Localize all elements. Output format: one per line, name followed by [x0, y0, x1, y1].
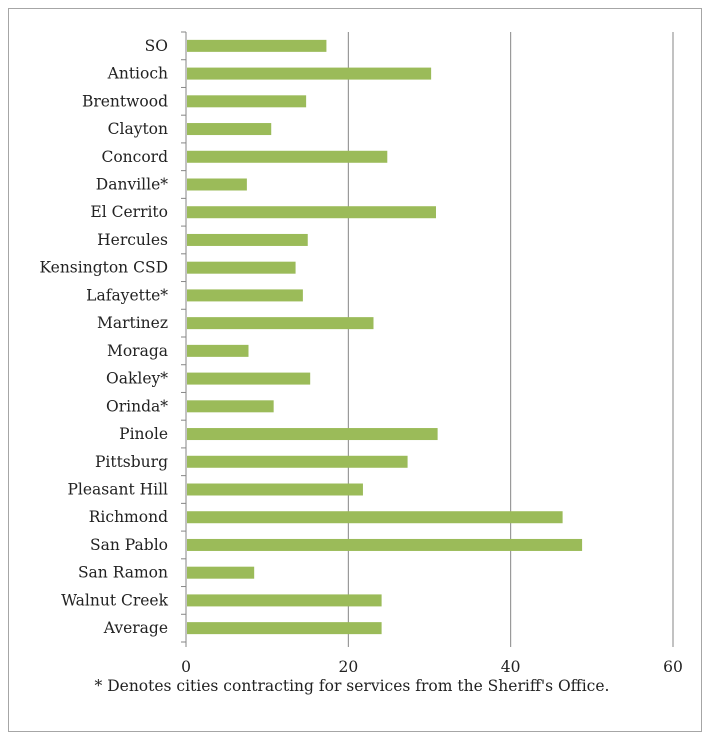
bar-average: [187, 622, 382, 635]
bar-el-cerrito: [187, 206, 436, 219]
category-label: Pittsburg: [95, 453, 168, 471]
bar-moraga: [187, 344, 249, 357]
bar-clayton: [187, 123, 272, 136]
bar-walnut-creek: [187, 594, 382, 607]
footnote: * Denotes cities contracting for service…: [94, 677, 610, 695]
bar-oakley-: [187, 372, 311, 385]
category-label: Kensington CSD: [39, 259, 168, 277]
category-label: Lafayette*: [86, 286, 168, 304]
category-label: Concord: [101, 148, 168, 166]
bar-pittsburg: [187, 455, 408, 468]
category-label: Antioch: [107, 65, 168, 83]
bar-antioch: [187, 67, 432, 80]
category-label: Walnut Creek: [61, 591, 169, 609]
category-label: Danville*: [96, 176, 168, 194]
category-label: SO: [145, 37, 168, 55]
bar-san-pablo: [187, 538, 583, 551]
bar-san-ramon: [187, 566, 255, 579]
category-label: San Pablo: [90, 536, 168, 554]
bar-concord: [187, 150, 388, 163]
category-label: Moraga: [107, 342, 168, 360]
bar-pleasant-hill: [187, 483, 363, 496]
category-label: Hercules: [97, 231, 168, 249]
category-label: Martinez: [97, 314, 168, 332]
x-tick-label: 0: [181, 658, 191, 676]
category-label: Brentwood: [82, 92, 168, 110]
category-label: Orinda*: [106, 397, 168, 415]
category-label: Richmond: [89, 508, 168, 526]
category-label: Oakley*: [106, 370, 168, 388]
category-label: Pleasant Hill: [67, 481, 168, 499]
category-label: San Ramon: [78, 564, 168, 582]
bar-danville-: [187, 178, 247, 191]
category-label: Clayton: [108, 120, 168, 138]
x-tick-label: 20: [338, 658, 358, 676]
bar-kensington-csd: [187, 261, 296, 274]
bar-hercules: [187, 233, 308, 246]
bar-brentwood: [187, 95, 307, 108]
category-label: Pinole: [119, 425, 168, 443]
category-label: Average: [103, 619, 168, 637]
bar-orinda-: [187, 400, 274, 413]
bar-so: [187, 39, 327, 52]
category-label: El Cerrito: [90, 203, 168, 221]
bar-martinez: [187, 317, 374, 330]
x-tick-label: 40: [501, 658, 521, 676]
chart-frame: [8, 8, 702, 732]
bar-lafayette-: [187, 289, 303, 302]
bar-pinole: [187, 428, 438, 441]
bar-richmond: [187, 511, 563, 524]
x-tick-label: 60: [663, 658, 683, 676]
